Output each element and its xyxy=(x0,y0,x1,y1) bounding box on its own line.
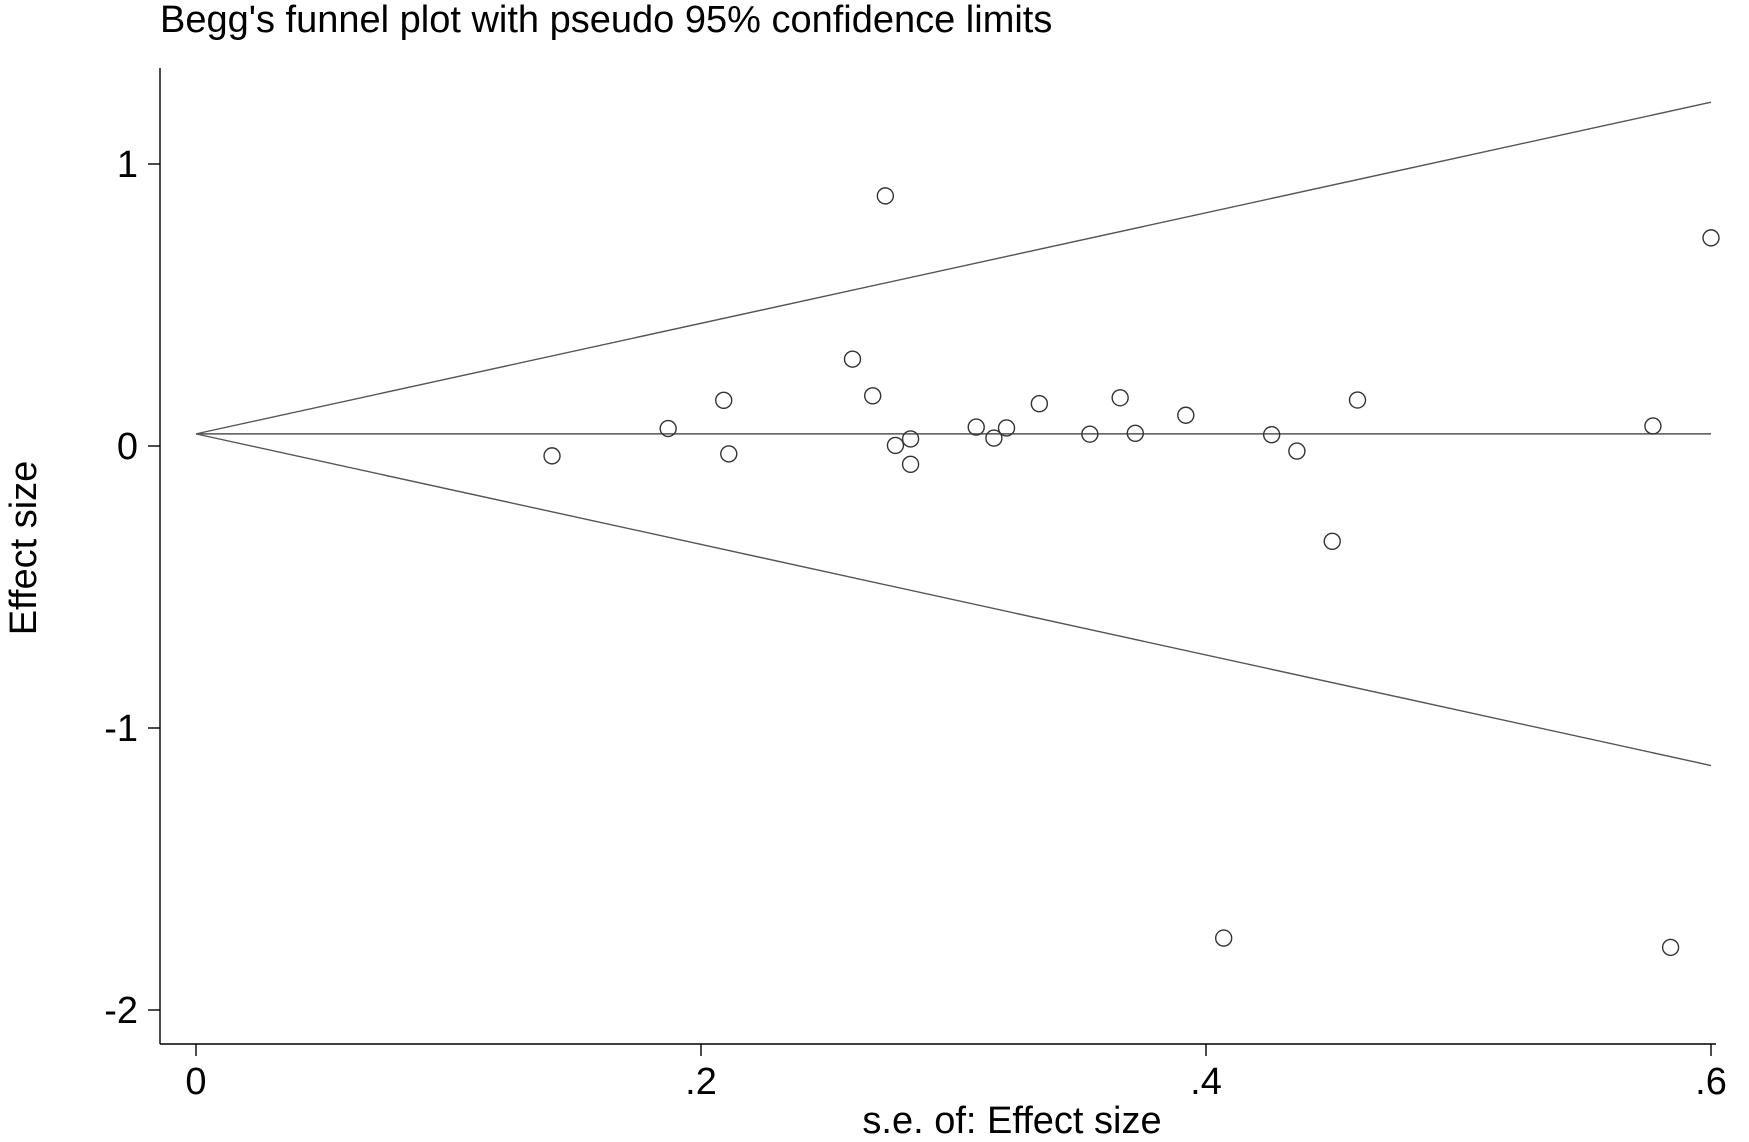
study-point xyxy=(1214,929,1233,947)
study-point xyxy=(886,436,905,455)
y-tick-label: 1 xyxy=(117,144,138,186)
y-axis-label: Effect size xyxy=(3,461,45,636)
x-axis-label: s.e. of: Effect size xyxy=(862,1100,1161,1142)
x-tick-label: .4 xyxy=(1190,1061,1222,1103)
x-tick-label: .6 xyxy=(1695,1061,1727,1103)
study-point xyxy=(864,387,882,405)
study-point xyxy=(1644,417,1662,435)
axes: 1 0 -1 -2 0 .2 .4 .6 xyxy=(104,68,1727,1103)
study-point xyxy=(543,447,561,465)
study-point xyxy=(659,419,677,438)
study-point xyxy=(843,350,862,368)
study-point xyxy=(1081,425,1099,443)
upper-confidence-limit xyxy=(195,101,1712,435)
study-point xyxy=(720,445,738,463)
study-point xyxy=(997,419,1016,437)
study-point xyxy=(1111,389,1129,407)
x-tick-label: 0 xyxy=(185,1061,206,1103)
study-point xyxy=(1323,532,1341,551)
y-tick-label: -2 xyxy=(104,990,138,1032)
study-point xyxy=(876,187,895,205)
y-tick-label: 0 xyxy=(117,426,138,468)
study-point xyxy=(1661,938,1680,957)
study-point xyxy=(1262,426,1281,444)
study-point xyxy=(967,418,985,436)
study-point xyxy=(901,430,920,448)
funnel-lines xyxy=(195,101,1712,767)
study-point xyxy=(901,455,920,474)
x-tick-label: .2 xyxy=(685,1061,717,1103)
study-point xyxy=(1177,406,1195,424)
study-points xyxy=(543,187,1720,957)
study-point xyxy=(985,429,1003,447)
y-tick-label: -1 xyxy=(104,708,138,750)
study-point xyxy=(1288,442,1306,460)
study-point xyxy=(1702,229,1720,247)
study-point xyxy=(1126,424,1145,443)
study-point xyxy=(1030,395,1049,413)
study-point xyxy=(715,391,733,410)
lower-confidence-limit xyxy=(195,433,1712,767)
study-point xyxy=(1348,391,1367,409)
chart-title: Begg's funnel plot with pseudo 95% confi… xyxy=(160,0,1052,41)
